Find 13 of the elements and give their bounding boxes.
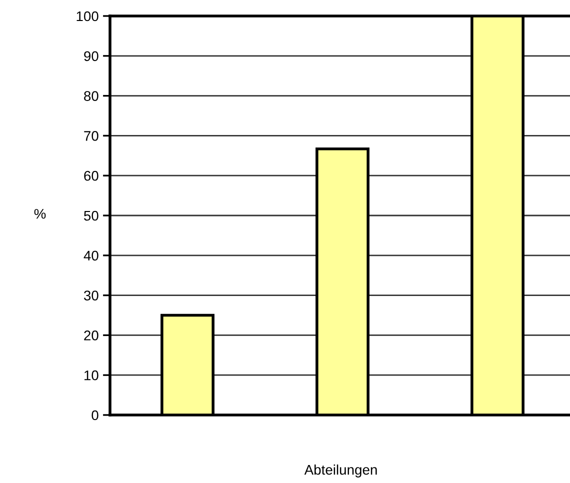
y-tick-label: 20 (84, 330, 98, 340)
y-tick-label: 0 (92, 410, 98, 420)
y-tick-label: 50 (84, 210, 98, 221)
y-tick-label: 10 (84, 370, 98, 380)
y-tick-label: 70 (84, 131, 98, 141)
y-axis-title: % (34, 208, 46, 219)
y-tick-label: 60 (84, 170, 98, 181)
y-tick-label: 90 (84, 51, 98, 62)
y-tick-label: 100 (76, 11, 98, 22)
y-tick-label: 30 (84, 290, 98, 300)
x-axis-title: Abteilungen (304, 464, 377, 478)
y-tick-label: 40 (84, 250, 98, 261)
y-tick-label: 80 (84, 91, 98, 101)
